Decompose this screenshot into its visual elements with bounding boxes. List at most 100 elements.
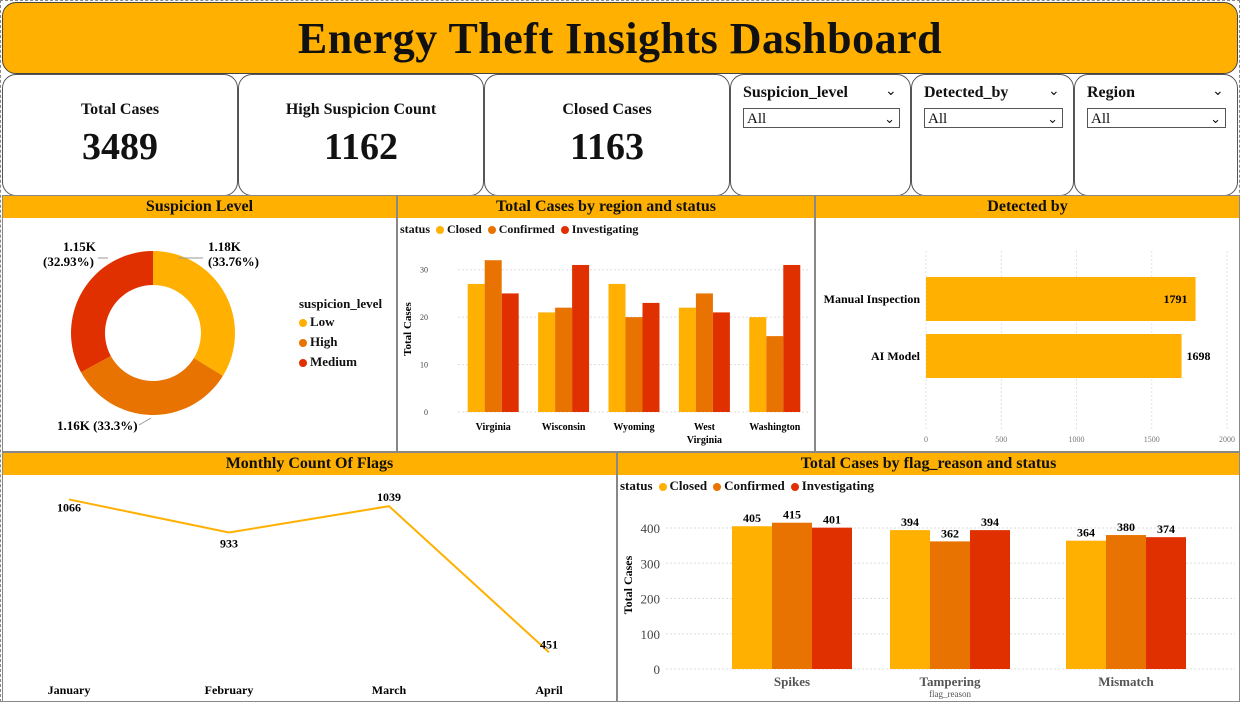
y-tick-label: 200 [641, 592, 661, 607]
legend-label: Closed [447, 222, 482, 236]
legend-dot-icon [436, 226, 445, 235]
x-tick-label: Tampering [920, 674, 981, 689]
panel-title: Total Cases by flag_reason and status [618, 453, 1239, 475]
y-tick-label: 300 [641, 556, 661, 571]
slicer-dropdown[interactable]: All ⌄ [1087, 108, 1226, 128]
data-label: 405 [743, 511, 761, 525]
region-bar-chart: 0 10 20 30 Total Cases Virginia Wisconsin Wyomi… [402, 260, 810, 446]
data-label: 380 [1117, 520, 1135, 534]
legend-dot-icon [790, 483, 799, 492]
bar-investigating [572, 264, 590, 412]
dropdown-arrow-icon[interactable]: ⌄ [1047, 111, 1058, 126]
data-label: 933 [220, 537, 238, 551]
bar-investigating [712, 312, 730, 412]
legend-dot-icon [560, 226, 569, 235]
legend-item-high[interactable]: High [293, 334, 337, 350]
slicer-detected-by[interactable]: Detected_by ⌄ All ⌄ [911, 74, 1074, 196]
bar-closed [732, 526, 772, 669]
x-tick-label: Wyoming [613, 422, 654, 433]
bar-closed [608, 283, 626, 412]
slicer-region[interactable]: Region ⌄ All ⌄ [1074, 74, 1238, 196]
legend-dot-icon [487, 226, 496, 235]
data-label: 1.16K (33.3%) [57, 418, 138, 433]
kpi-value: 1163 [570, 126, 644, 168]
bar-investigating [812, 527, 852, 669]
kpi-label: High Suspicion Count [285, 101, 437, 118]
y-axis-title: Total Cases [621, 555, 635, 614]
panel-title: Detected by [816, 196, 1239, 218]
leader-line [138, 417, 152, 426]
legend-title: status [400, 222, 431, 236]
bar-closed [749, 317, 767, 412]
legend-dot-icon [713, 483, 722, 492]
panel-region-status: Total Cases by region and status status C… [397, 195, 815, 452]
x-tick-label: Virginia [687, 435, 722, 446]
y-tick-label: Manual Inspection [824, 292, 921, 306]
kpi-card-closed-cases: Closed Cases 1163 [484, 74, 730, 196]
dropdown-arrow-icon[interactable]: ⌄ [1210, 111, 1221, 126]
series-line [68, 498, 550, 654]
bar-closed [890, 530, 930, 669]
slicer-selected-value: All [747, 111, 767, 127]
kpi-label: Total Cases [80, 101, 160, 118]
legend-label: Confirmed [498, 222, 555, 236]
chevron-down-icon[interactable]: ⌄ [885, 84, 897, 99]
bar-confirmed [484, 260, 502, 412]
legend-item-low[interactable]: Low [293, 314, 335, 330]
donut-slice-low [153, 251, 235, 376]
panel-detected-by: Detected by 0 500 1000 1500 2000 Manual Inspe… [815, 195, 1240, 452]
bar-confirmed [695, 293, 713, 412]
y-axis-title: Total Cases [402, 301, 414, 355]
panel-title: Monthly Count Of Flags [3, 453, 616, 475]
chevron-down-icon[interactable]: ⌄ [1048, 84, 1060, 99]
data-label: 1698 [1187, 349, 1211, 363]
bar-confirmed [766, 336, 784, 412]
y-tick-label: 10 [420, 361, 428, 370]
slicer-dropdown[interactable]: All ⌄ [924, 108, 1063, 128]
panel-title: Suspicion Level [3, 196, 396, 218]
bar-detected [926, 334, 1182, 378]
x-tick-label: 1000 [1069, 435, 1085, 444]
bar-closed [467, 283, 485, 412]
data-label: (32.93%) [43, 254, 94, 269]
legend-label: Medium [310, 354, 357, 369]
x-tick-label: February [205, 683, 254, 697]
slicer-suspicion-level[interactable]: Suspicion_level ⌄ All ⌄ [730, 74, 911, 196]
x-tick-label: Wisconsin [542, 422, 586, 433]
bar-investigating [783, 264, 801, 412]
bar-confirmed [772, 522, 812, 669]
legend-label: Investigating [571, 222, 639, 236]
bar-investigating [501, 293, 519, 412]
monthly-line-chart: 1066 January 933 February 1039 March 451 April [48, 490, 564, 697]
flag-reason-bar-chart: 0 100 200 300 400 Total Cases 405 415 401 Spikes 3… [621, 508, 1235, 699]
panel-flag-reason: Total Cases by flag_reason and status st… [617, 452, 1240, 702]
data-label: (33.76%) [208, 254, 259, 269]
x-tick-label: Washington [749, 422, 801, 433]
kpi-value: 3489 [82, 126, 158, 168]
bar-confirmed [930, 541, 970, 669]
x-tick-label: 2000 [1219, 435, 1235, 444]
legend-dot-icon [299, 359, 307, 368]
data-label: 394 [981, 515, 999, 529]
data-label: 374 [1157, 522, 1175, 536]
suspicion-donut-chart: 1.18K(33.76%) 1.15K(32.93%) 1.16K (33.3%) [43, 239, 259, 433]
legend-dot-icon [299, 339, 307, 348]
y-tick-label: 0 [424, 408, 428, 417]
kpi-label: Closed Cases [562, 101, 652, 118]
chevron-down-icon[interactable]: ⌄ [1212, 84, 1224, 99]
x-tick-label: March [372, 683, 407, 697]
panel-suspicion-level: Suspicion Level 1.18K (33.76%) 1.15K (32.93… [2, 195, 397, 452]
y-tick-label: 400 [641, 521, 661, 536]
legend-label: Investigating [801, 478, 874, 493]
dashboard-title: Energy Theft Insights Dashboard [297, 13, 943, 63]
bar-closed [538, 312, 556, 412]
slicer-dropdown[interactable]: All ⌄ [743, 108, 900, 128]
legend-item-medium[interactable]: Medium [293, 354, 357, 370]
bar-investigating [642, 302, 660, 412]
legend-title: status [620, 478, 653, 493]
x-tick-label: Virginia [476, 422, 511, 433]
dropdown-arrow-icon[interactable]: ⌄ [884, 111, 895, 126]
x-tick-label: West [694, 422, 716, 433]
x-tick-label: April [535, 683, 563, 697]
legend-status: status Closed Confirmed Investigating [400, 222, 638, 237]
